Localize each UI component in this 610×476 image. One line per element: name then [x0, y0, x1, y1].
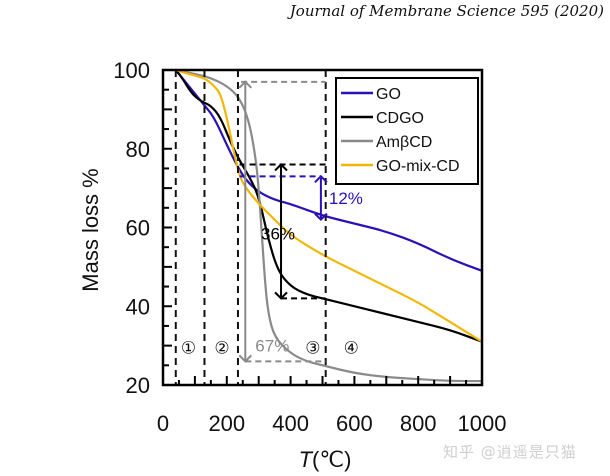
x-axis-title-unit: (℃) [312, 447, 351, 472]
region-label-1: ① [181, 339, 196, 359]
x-tick-label: 1000 [458, 411, 507, 436]
region-label-4: ④ [344, 339, 359, 359]
x-tick-label: 600 [336, 411, 373, 436]
x-axis-title: T(℃) [299, 447, 352, 472]
legend-label-4: GO-mix-CD [376, 158, 460, 175]
axis-ticks [162, 69, 483, 386]
journal-citation: Journal of Membrane Science 595 (2020) [289, 2, 604, 20]
annotation-12pct-arrowhead-bottom [314, 212, 328, 222]
legend-label-2: CDGO [376, 110, 424, 127]
legend-label-3: AmβCD [376, 134, 432, 151]
annotation-67pct-arrowhead-bottom [238, 354, 253, 363]
annotation-36pct-label: 36% [261, 224, 295, 243]
legend-label-1: GO [376, 86, 401, 103]
series-line-am-cd [175, 68, 482, 383]
x-axis-title-var: T [299, 447, 314, 472]
annotation-36pct-arrowhead-bottom [274, 291, 288, 300]
x-tick-label: 0 [157, 411, 169, 436]
y-tick-label: 100 [113, 58, 150, 83]
tick-labels: 0 200 400 600 800 1000 20 40 60 80 100 [113, 58, 506, 436]
series-line-go-mix-cd [175, 68, 483, 343]
watermark: 知乎 @逍遥是只猫 [443, 443, 577, 461]
annotations: ① ② ③ ④ 12% 36% 67% [174, 70, 363, 385]
annotation-67pct-arrowhead-top [238, 80, 253, 89]
annotation-12pct-label: 12% [329, 189, 363, 208]
x-tick-label: 800 [400, 411, 437, 436]
annotation-67pct-label: 67% [255, 337, 289, 356]
region-label-3: ③ [305, 339, 320, 359]
annotation-36pct-arrowhead-top [274, 163, 288, 172]
legend: GO CDGO AmβCD GO-mix-CD [335, 77, 479, 185]
x-tick-label: 200 [208, 411, 245, 436]
series-line-go [174, 69, 483, 272]
y-tick-label: 60 [126, 216, 150, 241]
annotation-12pct-arrowhead-top [314, 174, 328, 184]
y-axis-title: Mass loss % [78, 168, 103, 291]
region-label-2: ② [214, 339, 229, 359]
x-tick-label: 400 [272, 411, 309, 436]
plot-lines [174, 68, 483, 383]
y-tick-label: 20 [126, 373, 150, 398]
y-tick-label: 80 [126, 137, 150, 162]
legend-box [335, 77, 479, 185]
y-tick-label: 40 [126, 294, 150, 319]
